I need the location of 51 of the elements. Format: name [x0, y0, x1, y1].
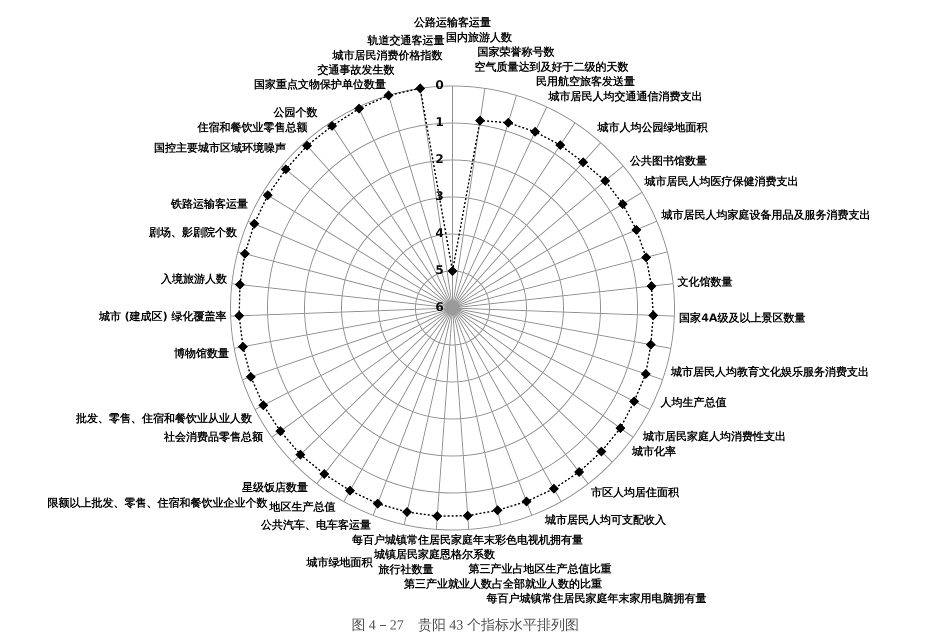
spoke-label: 城市居民人均交通通信消费支出	[548, 90, 703, 103]
spoke-label: 住宿和餐饮业零售总额	[196, 120, 309, 134]
spoke-label: 限额以上批发、零售、住宿和餐饮业企业个数	[48, 496, 269, 510]
spoke-label: 铁路运输客运量	[170, 198, 248, 211]
spoke-label: 星级饭店数量	[241, 481, 308, 494]
spoke-label: 城市居民消费价格指数	[331, 49, 444, 62]
spoke-label: 城市居民人均医疗保健消费支出	[644, 175, 799, 188]
y-tick-label: 0	[435, 78, 444, 92]
spoke-label: 轨道交通客运量	[366, 34, 445, 47]
spoke-label: 民用航空旅客发送量	[536, 75, 635, 88]
spoke-label: 每百户城镇常住居民家庭年末家用电脑拥有量	[486, 592, 707, 606]
spoke-label: 每百户城镇常住居民家庭年末彩色电视机拥有量	[350, 533, 583, 546]
spoke-label: 博物馆数量	[173, 347, 230, 360]
spoke-label: 公路运输客运量	[413, 16, 491, 29]
spoke-label: 人均生产总值	[659, 396, 726, 410]
spoke-label: 入境旅游人数	[160, 272, 228, 286]
y-tick-label: 2	[435, 152, 444, 166]
spoke-label: 城市人均公园绿地面积	[596, 120, 708, 134]
spoke-label: 城市绿地面积	[305, 556, 374, 569]
spoke-label: 旅行社数量	[378, 562, 434, 576]
spoke-label: 城市居民人均教育文化娱乐服务消费支出	[670, 365, 870, 378]
spoke-label: 城市化率	[631, 445, 676, 458]
spoke-label: 第三产业就业人数占全部就业人数的比重	[402, 577, 602, 590]
text: 图 4－27 贵阳 43 个指标水平排列图	[351, 617, 579, 634]
y-tick-label: 1	[435, 115, 444, 130]
spoke-label: 文化馆数量	[676, 275, 733, 288]
spoke-label: 城市居民人均可支配收入	[544, 514, 667, 527]
spoke-label: 城市 (建成区) 绿化覆盖率	[98, 310, 227, 324]
spoke-label: 国家4A级及以上景区数量	[679, 311, 806, 324]
spoke-label: 公园个数	[272, 106, 319, 120]
spoke-label: 国家荣誉称号数	[478, 46, 556, 59]
spoke-label: 城镇居民家庭恩格尔系数	[372, 548, 496, 562]
spoke-label: 城市居民家庭人均消费性支出	[642, 430, 786, 443]
spoke-label: 地区生产总值	[268, 500, 336, 514]
spoke-label: 城市居民人均家庭设备用品及服务消费支出	[660, 208, 871, 222]
spoke-label: 第三产业占地区生产总值比重	[467, 562, 612, 576]
spoke-label: 剧场、影剧院个数	[148, 226, 238, 239]
spoke-label: 公共汽车、电车客运量	[260, 518, 372, 532]
spoke-label: 社会消费品零售总额	[162, 430, 264, 444]
spoke-label: 空气质量达到及好于二级的天数	[474, 60, 630, 74]
spoke-label: 国控主要城市区域环境噪声	[154, 142, 286, 155]
y-tick-label: 5	[435, 263, 444, 278]
spoke-label: 国家重点文物保护单位数量	[254, 78, 386, 92]
spoke-label: 国内旅游人数	[446, 31, 514, 44]
y-tick-label: 6	[435, 300, 444, 314]
spoke-label: 公共图书馆数量	[629, 154, 708, 168]
spoke-label: 市区人均居住面积	[590, 486, 680, 500]
spoke-label: 批发、零售、住宿和餐饮业从业人数	[75, 412, 254, 426]
spoke-label: 交通事故发生数	[316, 64, 396, 77]
y-tick-label: 4	[435, 226, 444, 240]
y-tick-label: 3	[435, 189, 444, 204]
